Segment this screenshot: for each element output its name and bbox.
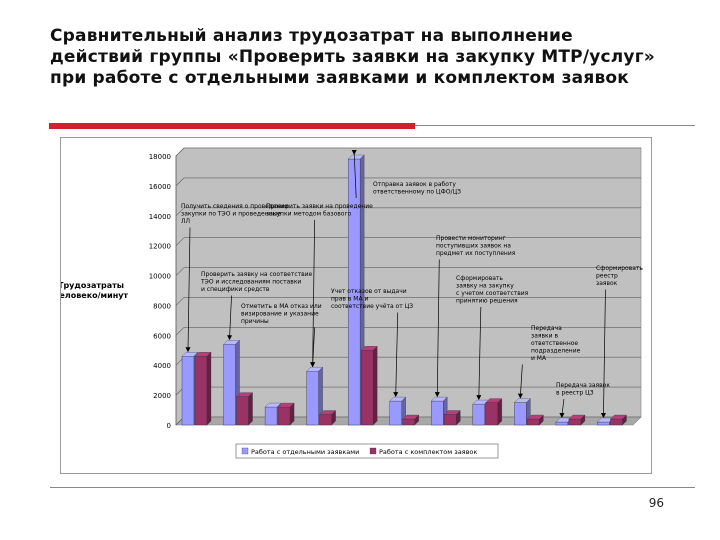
- chart-frame: 0 2000 4000 6000 8000 10000 12000 14000 16000 180…: [54, 137, 652, 474]
- bar: [472, 403, 486, 426]
- y-tick-label: 16000: [149, 183, 171, 191]
- bar: [431, 400, 444, 426]
- title-underline-accent: [49, 123, 415, 129]
- annotation-label: Получить сведения о проведении закупки по…: [181, 203, 289, 225]
- bar: [597, 421, 610, 426]
- bar-side: [331, 410, 336, 426]
- annotation-arrowhead: [393, 392, 399, 398]
- bar-side: [539, 414, 544, 426]
- bar: [568, 418, 582, 426]
- slide-title: Сравнительный анализ трудозатрат на выпо…: [50, 26, 655, 88]
- annotation-label: Учет отказов от выдачи прав в MA и соответ…: [331, 288, 413, 310]
- annotation-arrow: [187, 227, 191, 351]
- annotation-arrowhead: [559, 413, 565, 419]
- bar-side: [580, 414, 586, 426]
- y-tick-label: 8000: [153, 302, 171, 310]
- footer-rule: [50, 487, 695, 488]
- gridline-depth: [175, 267, 185, 276]
- bar: [485, 402, 499, 426]
- annotation-arrow: [603, 289, 606, 417]
- gridline-depth: [175, 207, 185, 216]
- y-tick-label: 4000: [153, 362, 171, 370]
- y-tick-label: 2000: [153, 392, 171, 400]
- bar-side: [497, 398, 502, 426]
- bar: [181, 356, 195, 426]
- annotation-arrowhead: [310, 362, 316, 368]
- y-tick-label: 12000: [149, 243, 171, 251]
- annotation-label: Отправка заявок в работу ответственному п…: [373, 181, 461, 196]
- annotation-label: Отметить в MA отказ или визирование и ука…: [241, 303, 322, 325]
- annotation-arrowhead: [600, 413, 606, 419]
- legend-label: Работа с отдельными заявками: [251, 448, 359, 456]
- gridline-depth: [175, 237, 185, 246]
- annotation-arrowhead: [185, 347, 191, 353]
- y-tick-label: 18000: [149, 153, 171, 161]
- comparison-bar-chart: 0 2000 4000 6000 8000 10000 12000 14000 16000 180…: [54, 147, 643, 459]
- bar: [319, 414, 332, 426]
- bar-side: [456, 410, 461, 426]
- bar-side: [289, 402, 295, 426]
- bar-side: [622, 414, 627, 426]
- annotation-arrow: [520, 364, 523, 397]
- legend-box: [235, 443, 499, 459]
- bar-side: [373, 345, 378, 426]
- bar: [444, 414, 457, 426]
- annotation-arrow: [229, 295, 232, 339]
- bar: [236, 396, 249, 426]
- y-tick-label: 0: [167, 422, 171, 430]
- gridline-depth: [175, 327, 185, 336]
- y-tick-label: 6000: [153, 332, 171, 340]
- bar: [402, 418, 415, 426]
- y-tick-label: 10000: [149, 273, 171, 281]
- annotation-arrow: [436, 259, 440, 396]
- bar: [389, 400, 402, 426]
- annotation-arrowhead: [517, 393, 523, 399]
- legend-swatch: [369, 447, 377, 455]
- bar: [277, 406, 291, 426]
- annotation-label: Передача заявки в ответственное подразделен…: [531, 325, 581, 362]
- y-tick-label: 14000: [149, 213, 171, 221]
- annotation-arrow: [478, 306, 482, 399]
- bar: [610, 418, 623, 426]
- gridline-depth: [175, 297, 185, 306]
- bar: [360, 350, 374, 426]
- bar: [527, 418, 540, 426]
- annotation-label: Сформировать реестр заявок: [596, 265, 643, 287]
- legend-label: Работа с комплектом заявок: [379, 448, 477, 456]
- gridline-depth: [175, 147, 185, 157]
- annotation-arrowhead: [351, 149, 357, 155]
- page-number: 96: [648, 496, 664, 510]
- annotation-label: Провести мониторинг поступивших заявок на…: [436, 235, 516, 257]
- bar: [194, 356, 208, 426]
- bar-side: [206, 351, 212, 426]
- gridline-depth: [175, 177, 185, 187]
- bar: [264, 406, 278, 426]
- annotation-label: Проверить заявку на соответствие ТЭО и ис…: [200, 271, 313, 293]
- annotation-arrow: [353, 152, 357, 199]
- annotation-label: Передача заявок в реестр ЦЗ: [556, 382, 610, 397]
- annotation-arrow: [312, 219, 315, 366]
- bar-side: [414, 414, 419, 426]
- legend-swatch: [241, 447, 249, 455]
- bar-side: [248, 392, 253, 426]
- annotation-label: Сформировать заявку на закупку с учетом со…: [456, 275, 529, 305]
- bar: [223, 344, 236, 426]
- bar: [555, 421, 569, 426]
- title-underline-rule: [415, 125, 695, 126]
- y-axis-label: Трудозатраты человеко/минут: [61, 281, 128, 300]
- annotation-arrow: [395, 312, 399, 396]
- annotation-arrowhead: [227, 335, 233, 341]
- bar: [306, 370, 319, 426]
- annotation-arrowhead: [476, 395, 482, 401]
- annotation-label: Проверить заявки на проведение закупки ме…: [266, 203, 373, 218]
- annotation-arrowhead: [434, 392, 440, 398]
- bar: [514, 402, 527, 426]
- annotation-arrow: [312, 327, 315, 366]
